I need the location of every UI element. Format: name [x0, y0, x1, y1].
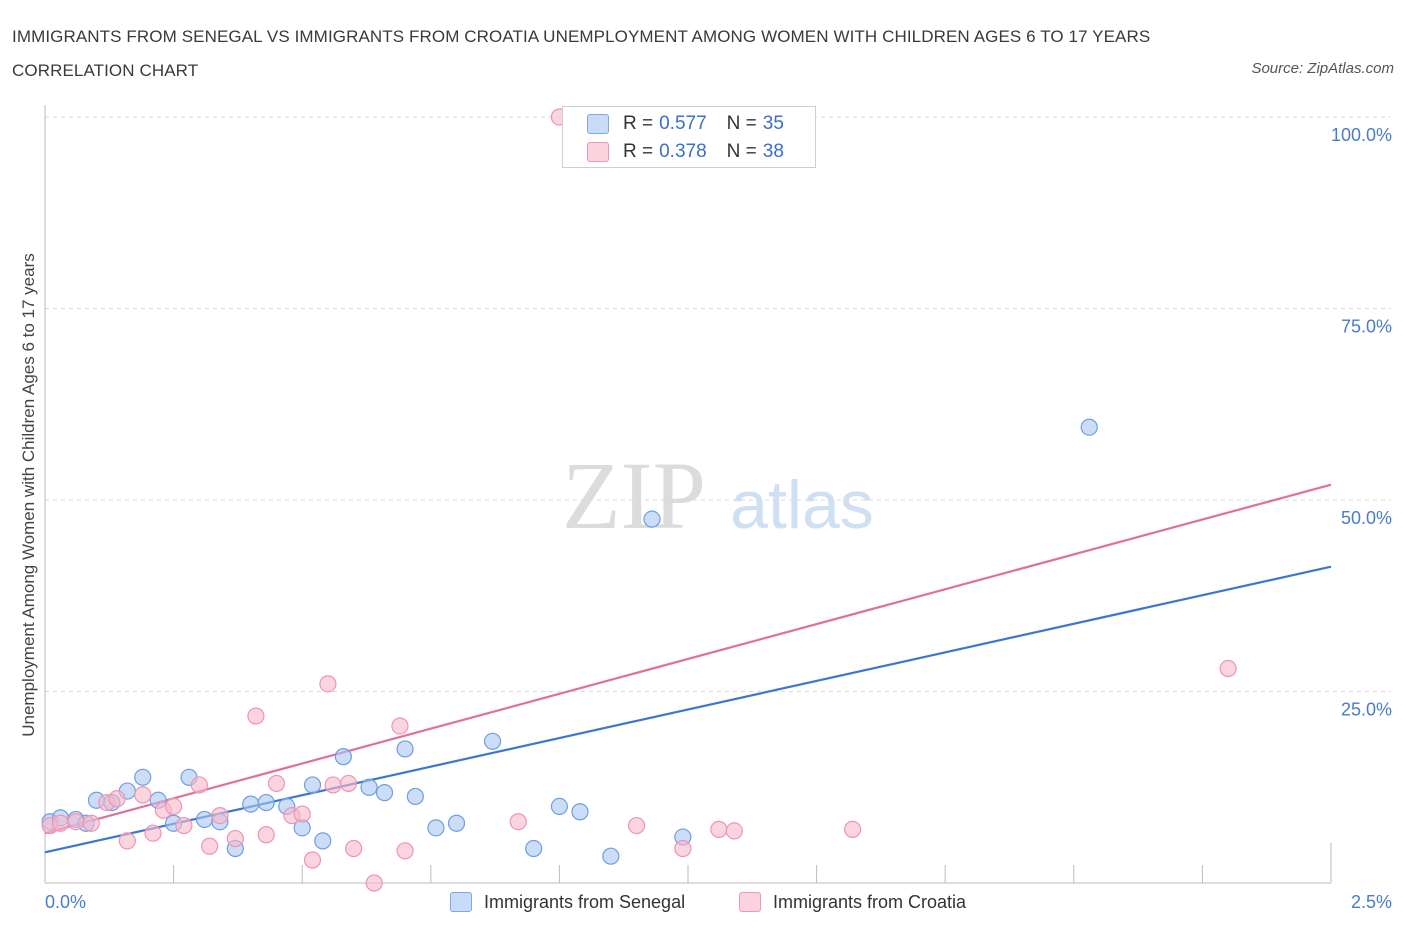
- n-value: 38: [762, 141, 784, 162]
- series-legend: Immigrants from Senegal Immigrants from …: [0, 888, 1406, 916]
- senegal-point: [550, 797, 569, 816]
- croatia-point: [82, 814, 100, 832]
- senegal-point: [447, 814, 466, 832]
- croatia-point: [118, 832, 136, 850]
- croatia-point: [247, 707, 265, 725]
- croatia-point: [51, 814, 70, 832]
- croatia-point: [710, 820, 728, 838]
- croatia-point: [509, 813, 527, 831]
- croatia-point: [134, 786, 152, 804]
- croatia-point: [627, 816, 646, 835]
- croatia-point: [324, 776, 342, 794]
- watermark-atlas: atlas: [730, 467, 874, 543]
- croatia-point: [165, 797, 183, 816]
- y-tick-label: 75.0%: [1341, 317, 1392, 337]
- senegal-point: [195, 810, 214, 829]
- senegal-swatch: [587, 114, 609, 134]
- croatia-point: [319, 675, 337, 693]
- senegal-swatch: [450, 892, 472, 912]
- croatia-point: [725, 822, 743, 840]
- senegal-point: [602, 847, 620, 865]
- senegal-point: [525, 839, 543, 858]
- croatia-point: [339, 774, 358, 793]
- x-tick-label: 2.5%: [1351, 892, 1392, 912]
- senegal-point: [1080, 418, 1098, 436]
- n-label: N =: [726, 141, 757, 162]
- croatia-point: [396, 842, 414, 860]
- chart-title: IMMIGRANTS FROM SENEGAL VS IMMIGRANTS FR…: [12, 27, 1151, 80]
- x-tick-label: 0.0%: [45, 892, 86, 912]
- tick-labels: 100.0% 75.0% 50.0% 25.0% 0.0% 2.5%: [45, 125, 1392, 912]
- croatia-point: [67, 813, 85, 831]
- croatia-point: [1219, 659, 1237, 678]
- stats-legend: R = 0.577 N = 35 R = 0.378 N = 38: [562, 106, 816, 168]
- croatia-point: [345, 839, 363, 858]
- r-value: 0.378: [659, 141, 707, 162]
- legend-item-croatia[interactable]: Immigrants from Croatia: [739, 888, 966, 916]
- senegal-point: [375, 784, 394, 802]
- senegal-point: [360, 778, 378, 796]
- croatia-swatch: [587, 142, 609, 162]
- senegal-point: [483, 732, 502, 750]
- croatia-point: [257, 826, 275, 844]
- croatia-point: [365, 874, 383, 892]
- y-tick-label: 100.0%: [1331, 125, 1392, 145]
- r-label: R =: [623, 113, 654, 134]
- senegal-trendline: [44, 565, 1332, 854]
- croatia-point: [190, 776, 208, 794]
- senegal-point: [314, 832, 332, 850]
- r-value: 0.577: [659, 113, 707, 134]
- y-axis-label: Unemployment Among Women with Children A…: [19, 253, 38, 737]
- senegal-point: [134, 768, 152, 786]
- watermark: ZIP atlas: [562, 442, 874, 549]
- croatia-point: [303, 851, 322, 869]
- senegal-point: [334, 748, 352, 766]
- senegal-point: [303, 776, 322, 794]
- y-tick-label: 25.0%: [1341, 700, 1392, 720]
- n-value: 35: [762, 113, 784, 134]
- croatia-point: [108, 790, 126, 808]
- r-label: R =: [623, 141, 654, 162]
- senegal-point: [427, 819, 445, 837]
- croatia-point: [201, 837, 219, 855]
- watermark-zip: ZIP: [562, 442, 706, 549]
- croatia-point: [267, 774, 286, 793]
- n-label: N =: [726, 113, 757, 134]
- senegal-point: [643, 510, 661, 528]
- stats-row-senegal: R = 0.577 N = 35: [587, 110, 784, 138]
- chart-source: Source: ZipAtlas.com: [1251, 60, 1394, 77]
- croatia-point: [226, 829, 244, 848]
- croatia-point: [293, 805, 311, 823]
- croatia-point: [211, 806, 229, 825]
- croatia-point: [144, 824, 162, 842]
- senegal-point: [257, 793, 275, 812]
- croatia-trendline: [44, 483, 1332, 835]
- y-tick-label: 50.0%: [1341, 508, 1392, 528]
- croatia-point: [844, 820, 862, 838]
- croatia-point: [175, 816, 193, 835]
- legend-label: Immigrants from Senegal: [484, 891, 686, 912]
- legend-item-senegal[interactable]: Immigrants from Senegal: [450, 888, 685, 916]
- senegal-point: [396, 740, 414, 758]
- legend-label: Immigrants from Croatia: [773, 891, 967, 912]
- stats-row-croatia: R = 0.378 N = 38: [587, 138, 784, 166]
- croatia-point: [674, 839, 692, 858]
- croatia-point: [391, 717, 409, 735]
- axes: [44, 105, 1332, 884]
- senegal-point: [406, 787, 424, 806]
- senegal-point: [571, 803, 589, 821]
- croatia-swatch: [739, 892, 761, 912]
- senegal-point: [242, 795, 260, 813]
- grid-lines: [45, 116, 1391, 692]
